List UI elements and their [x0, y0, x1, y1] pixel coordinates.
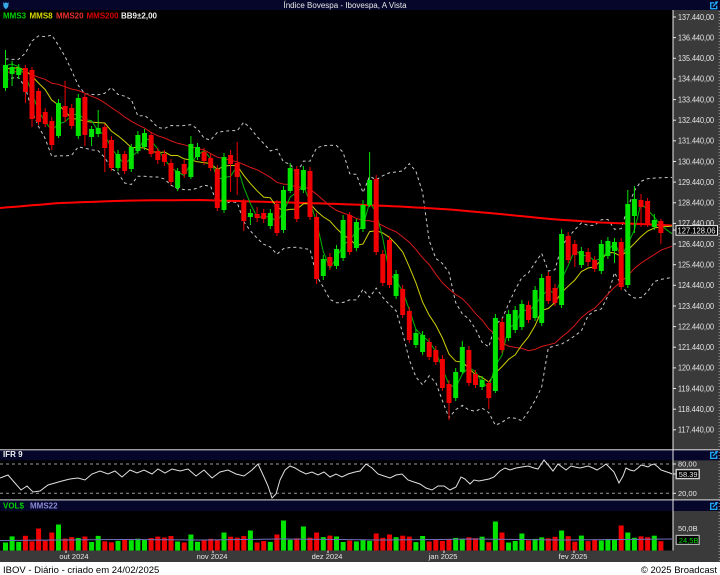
- svg-text:24,5B: 24,5B: [679, 536, 699, 545]
- svg-text:135.440,00: 135.440,00: [678, 54, 714, 63]
- svg-text:125.440,00: 125.440,00: [678, 261, 714, 270]
- svg-text:BB9±2,00: BB9±2,00: [121, 12, 158, 21]
- svg-text:134.440,00: 134.440,00: [678, 75, 714, 84]
- svg-text:MMS20: MMS20: [56, 12, 84, 21]
- svg-text:fev 2025: fev 2025: [559, 552, 588, 561]
- svg-text:117.440,00: 117.440,00: [678, 426, 714, 435]
- svg-text:121.440,00: 121.440,00: [678, 343, 714, 352]
- svg-text:131.440,00: 131.440,00: [678, 137, 714, 146]
- svg-text:MMS22: MMS22: [30, 502, 58, 511]
- svg-text:MMS3: MMS3: [3, 12, 27, 21]
- svg-text:137.440,00: 137.440,00: [678, 13, 714, 22]
- svg-text:136.440,00: 136.440,00: [678, 33, 714, 42]
- svg-text:IFR 9: IFR 9: [3, 450, 23, 459]
- svg-text:Índice Bovespa - Ibovespa, A V: Índice Bovespa - Ibovespa, A Vista: [283, 1, 407, 10]
- svg-text:nov 2024: nov 2024: [197, 552, 228, 561]
- svg-text:jan 2025: jan 2025: [428, 552, 458, 561]
- svg-text:out 2024: out 2024: [59, 552, 88, 561]
- svg-text:VOL$: VOL$: [3, 502, 24, 511]
- svg-text:130.440,00: 130.440,00: [678, 157, 714, 166]
- svg-text:118.440,00: 118.440,00: [678, 405, 714, 414]
- svg-text:128.440,00: 128.440,00: [678, 199, 714, 208]
- svg-text:IBOV - Diário - criado em 24/0: IBOV - Diário - criado em 24/02/2025: [3, 565, 159, 575]
- svg-text:124.440,00: 124.440,00: [678, 281, 714, 290]
- svg-text:122.440,00: 122.440,00: [678, 322, 714, 331]
- svg-text:dez 2024: dez 2024: [312, 552, 343, 561]
- svg-text:50,0B: 50,0B: [678, 524, 698, 533]
- svg-text:132.440,00: 132.440,00: [678, 116, 714, 125]
- svg-text:123.440,00: 123.440,00: [678, 302, 714, 311]
- svg-text:MMS200: MMS200: [87, 12, 120, 21]
- svg-text:20,00: 20,00: [678, 489, 697, 498]
- svg-text:120.440,00: 120.440,00: [678, 364, 714, 373]
- svg-text:© 2025 Broadcast: © 2025 Broadcast: [641, 565, 718, 575]
- svg-text:127.128,06: 127.128,06: [678, 227, 717, 236]
- svg-text:127.440,00: 127.440,00: [678, 219, 714, 228]
- svg-text:133.440,00: 133.440,00: [678, 95, 714, 104]
- svg-text:129.440,00: 129.440,00: [678, 178, 714, 187]
- svg-text:MMS8: MMS8: [30, 12, 54, 21]
- svg-text:58.39: 58.39: [679, 470, 698, 479]
- svg-text:126.440,00: 126.440,00: [678, 240, 714, 249]
- svg-text:119.440,00: 119.440,00: [678, 384, 714, 393]
- svg-text:80,00: 80,00: [678, 460, 697, 469]
